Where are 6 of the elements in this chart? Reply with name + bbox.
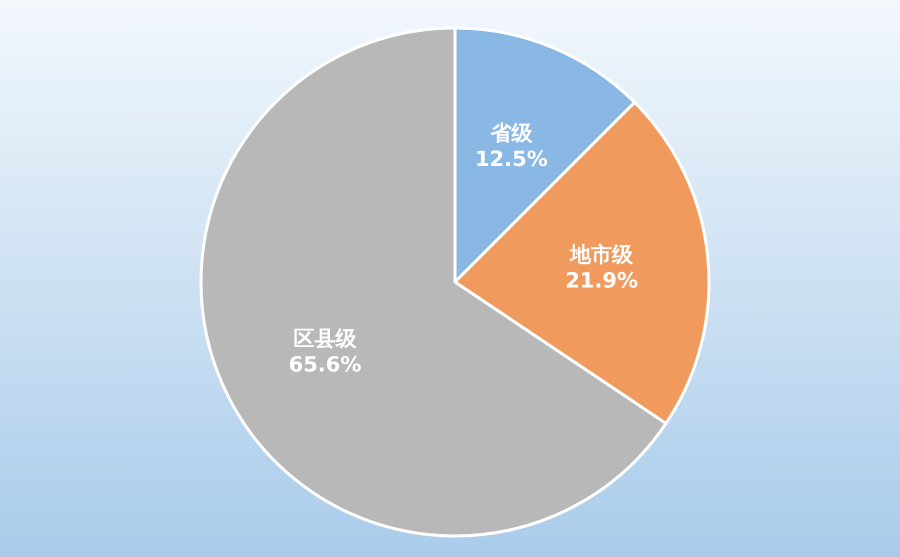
slice-label: 地市级: [569, 242, 634, 267]
slice-label: 区县级: [294, 326, 358, 350]
data-label: 21.9%: [565, 268, 638, 293]
data-label: 12.5%: [474, 146, 548, 171]
data-label: 65.6%: [288, 352, 362, 376]
slice-label: 省级: [489, 120, 534, 145]
